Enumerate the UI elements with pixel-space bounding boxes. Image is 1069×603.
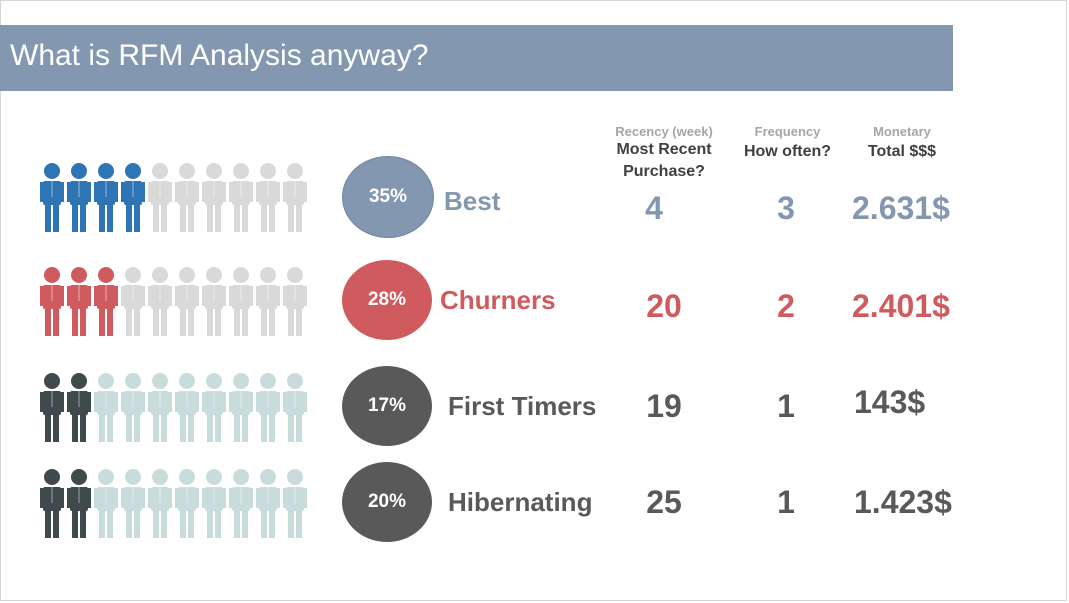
person-icon xyxy=(283,468,307,538)
column-big-label: How often? xyxy=(743,143,832,160)
column-small-label: Monetary xyxy=(873,124,931,139)
person-icon xyxy=(148,372,172,442)
recency-value: 4 xyxy=(645,190,663,226)
monetary-value: 1.423$ xyxy=(854,484,952,520)
person-icon xyxy=(229,266,253,336)
person-icon xyxy=(148,162,172,232)
segment-label: Best xyxy=(444,186,501,216)
person-icon xyxy=(229,372,253,442)
title-bar: What is RFM Analysis anyway? xyxy=(0,25,953,91)
segment-row-first-timers: 17% First Timers 19 1 143$ xyxy=(0,362,1069,452)
segment-row-churners: 28% Churners 20 2 2.401$ xyxy=(0,256,1069,346)
segment-label: Churners xyxy=(440,285,556,315)
segment-label: First Timers xyxy=(448,391,597,421)
segment-label: Hibernating xyxy=(448,487,593,517)
person-icon-highlighted xyxy=(40,372,64,442)
column-header-monetary: Monetary Total $$$ xyxy=(852,124,952,163)
recency-value: 20 xyxy=(646,288,682,324)
percent-badge: 20% xyxy=(342,462,432,542)
percent-value: 35% xyxy=(368,186,408,207)
person-icon-highlighted xyxy=(67,372,91,442)
segment-row-hibernating: 20% Hibernating 25 1 1.423$ xyxy=(0,458,1069,548)
person-icon-highlighted xyxy=(67,162,91,232)
person-icon-highlighted xyxy=(121,162,145,232)
person-icon xyxy=(94,372,118,442)
recency-value: 25 xyxy=(646,484,682,520)
person-icon xyxy=(202,468,226,538)
person-icon-highlighted xyxy=(40,162,64,232)
segment-row-best: 35% Best 4 3 2.631$ xyxy=(0,152,1069,242)
frequency-value: 3 xyxy=(777,190,795,226)
percent-value: 17% xyxy=(367,395,407,416)
people-icons xyxy=(40,468,310,538)
percent-badge: 35% xyxy=(342,156,434,238)
person-icon xyxy=(202,266,226,336)
recency-value: 19 xyxy=(646,388,682,424)
person-icon xyxy=(121,372,145,442)
frequency-value: 1 xyxy=(777,388,795,424)
person-icon xyxy=(202,372,226,442)
person-icon xyxy=(175,266,199,336)
column-big-label: Total $$$ xyxy=(867,143,937,160)
person-icon xyxy=(229,468,253,538)
person-icon xyxy=(94,468,118,538)
monetary-value: 143$ xyxy=(854,384,926,420)
people-icons xyxy=(40,372,310,442)
person-icon xyxy=(283,372,307,442)
person-icon xyxy=(148,468,172,538)
person-icon xyxy=(283,162,307,232)
column-header-recency: Recency (week) Most Recent Purchase? xyxy=(605,124,723,183)
percent-badge: 28% xyxy=(342,260,432,340)
person-icon xyxy=(175,162,199,232)
person-icon xyxy=(256,372,280,442)
person-icon xyxy=(229,162,253,232)
person-icon xyxy=(175,468,199,538)
person-icon xyxy=(148,266,172,336)
people-icons xyxy=(40,162,310,232)
frequency-value: 1 xyxy=(777,484,795,520)
column-small-label: Recency (week) xyxy=(615,124,713,139)
person-icon xyxy=(202,162,226,232)
person-icon-highlighted xyxy=(67,468,91,538)
person-icon xyxy=(256,266,280,336)
person-icon xyxy=(175,372,199,442)
person-icon xyxy=(121,266,145,336)
person-icon xyxy=(121,468,145,538)
person-icon-highlighted xyxy=(40,468,64,538)
person-icon-highlighted xyxy=(40,266,64,336)
person-icon xyxy=(283,266,307,336)
slide-title: What is RFM Analysis anyway? xyxy=(10,39,429,72)
people-icons xyxy=(40,266,310,336)
percent-badge: 17% xyxy=(342,366,432,446)
percent-value: 28% xyxy=(367,289,407,310)
frequency-value: 2 xyxy=(777,288,795,324)
column-small-label: Frequency xyxy=(754,124,821,139)
column-big-label: Most Recent Purchase? xyxy=(616,141,712,180)
person-icon-highlighted xyxy=(94,162,118,232)
person-icon xyxy=(256,162,280,232)
person-icon-highlighted xyxy=(67,266,91,336)
monetary-value: 2.631$ xyxy=(852,190,950,226)
monetary-value: 2.401$ xyxy=(852,288,950,324)
percent-value: 20% xyxy=(367,491,407,512)
column-header-frequency: Frequency How often? xyxy=(735,124,840,163)
person-icon xyxy=(256,468,280,538)
person-icon-highlighted xyxy=(94,266,118,336)
